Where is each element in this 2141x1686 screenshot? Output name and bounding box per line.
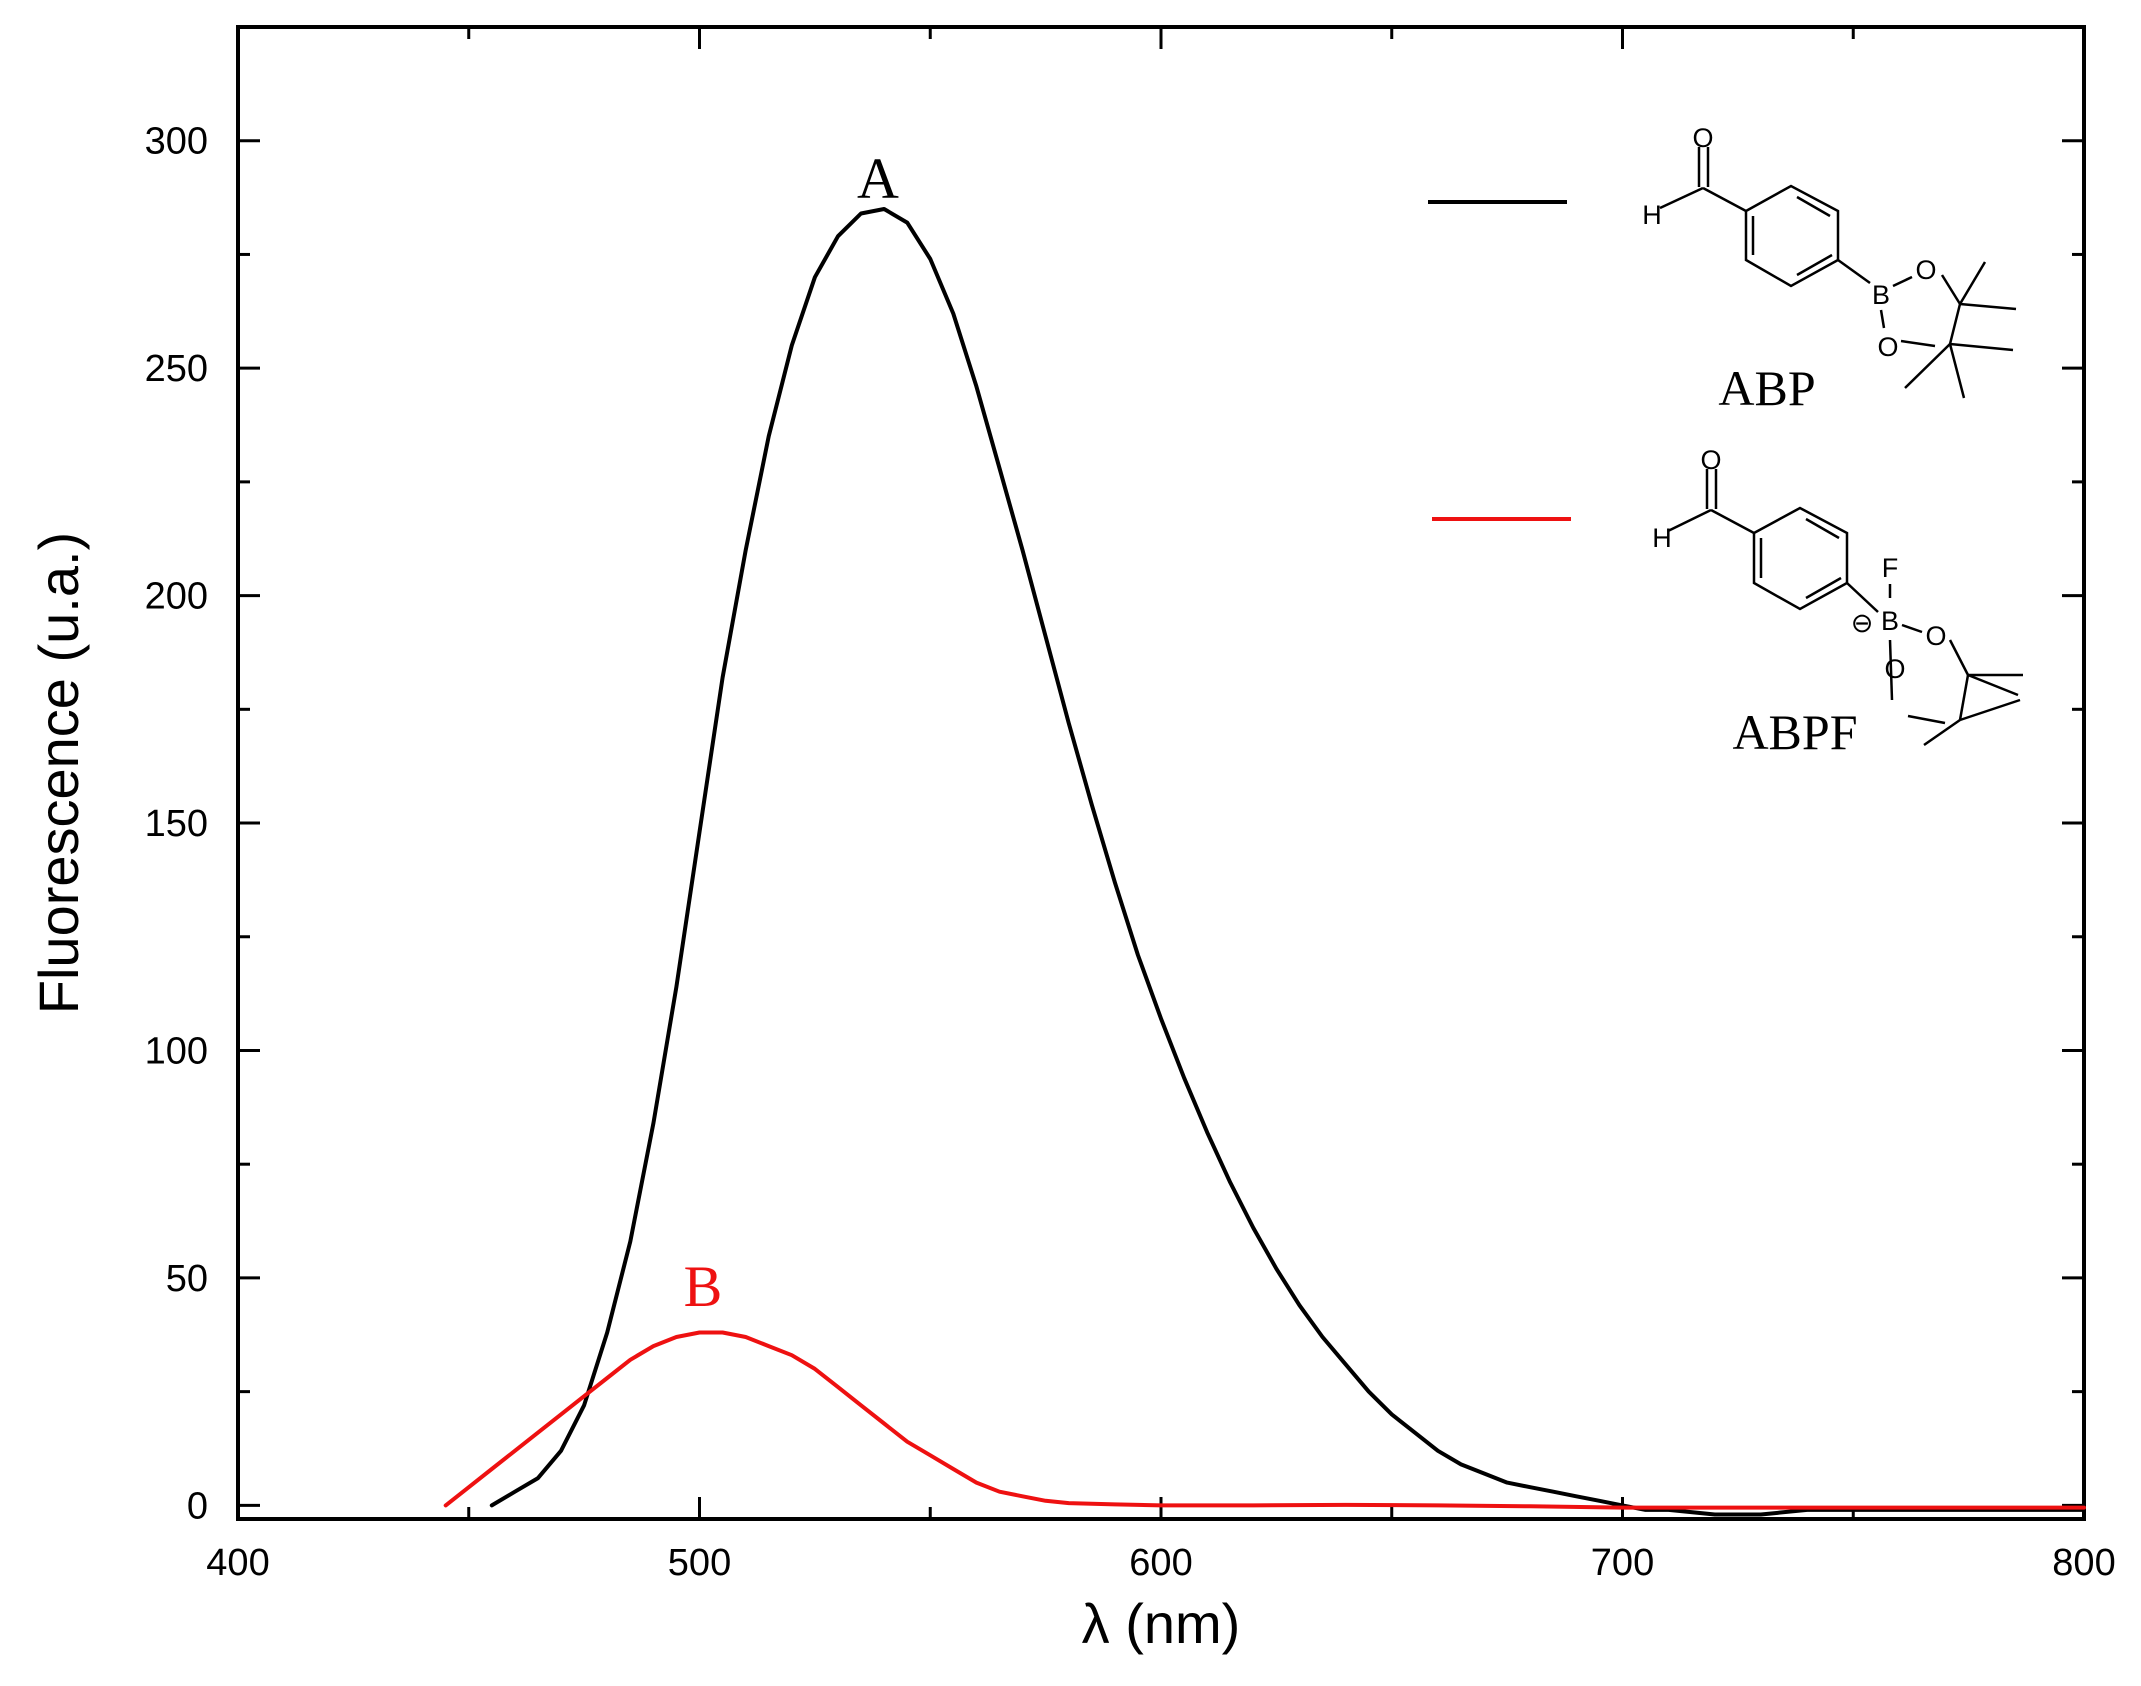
peak-label-a: A	[857, 146, 899, 211]
svg-text:O: O	[1877, 332, 1898, 362]
legend-label-abpf: ABPF	[1732, 704, 1857, 760]
svg-text:H: H	[1652, 523, 1672, 553]
structure-abpf-atoms: O H F B ⊖ O O	[1652, 445, 1946, 684]
y-tick-label: 100	[145, 1030, 208, 1072]
y-tick-label: 150	[145, 803, 208, 845]
x-axis-ticks: 400 500 600 700 800	[206, 27, 2116, 1584]
y-axis-ticks: 0 50 100 150 200 250 300	[145, 121, 2084, 1527]
svg-text:F: F	[1882, 553, 1899, 583]
plot-frame	[236, 25, 2086, 1521]
x-tick-label: 400	[206, 1542, 269, 1584]
peak-label-b: B	[684, 1254, 723, 1319]
y-tick-label: 250	[145, 348, 208, 390]
x-axis-title: λ (nm)	[1082, 1592, 1241, 1655]
series-line-abpf	[443, 1330, 2086, 1510]
structure-abp	[1659, 147, 2017, 399]
structure-abp-atoms: O H B O O	[1642, 123, 1936, 362]
structure-abpf	[1667, 469, 2023, 747]
x-tick-label: 600	[1129, 1542, 1192, 1584]
svg-text:B: B	[1881, 606, 1899, 636]
x-tick-label: 500	[668, 1542, 731, 1584]
svg-text:B: B	[1872, 280, 1890, 310]
svg-text:O: O	[1915, 255, 1936, 285]
svg-text:O: O	[1700, 445, 1721, 475]
series-line-abp	[489, 207, 2086, 1517]
svg-text:O: O	[1925, 621, 1946, 651]
series-layer	[443, 207, 2086, 1517]
legend: O H B O O ABP	[1428, 123, 2023, 760]
y-tick-label: 300	[145, 121, 208, 163]
svg-text:H: H	[1642, 200, 1662, 230]
y-tick-label: 200	[145, 576, 208, 618]
x-tick-label: 800	[2052, 1542, 2115, 1584]
y-axis-title: Fluorescence (u.a.)	[27, 532, 90, 1014]
y-tick-label: 50	[166, 1258, 208, 1300]
svg-text:O: O	[1884, 654, 1905, 684]
svg-text:⊖: ⊖	[1851, 608, 1874, 638]
x-tick-label: 700	[1591, 1542, 1654, 1584]
y-tick-label: 0	[187, 1485, 208, 1527]
legend-label-abp: ABP	[1718, 360, 1815, 416]
svg-text:O: O	[1692, 123, 1713, 153]
